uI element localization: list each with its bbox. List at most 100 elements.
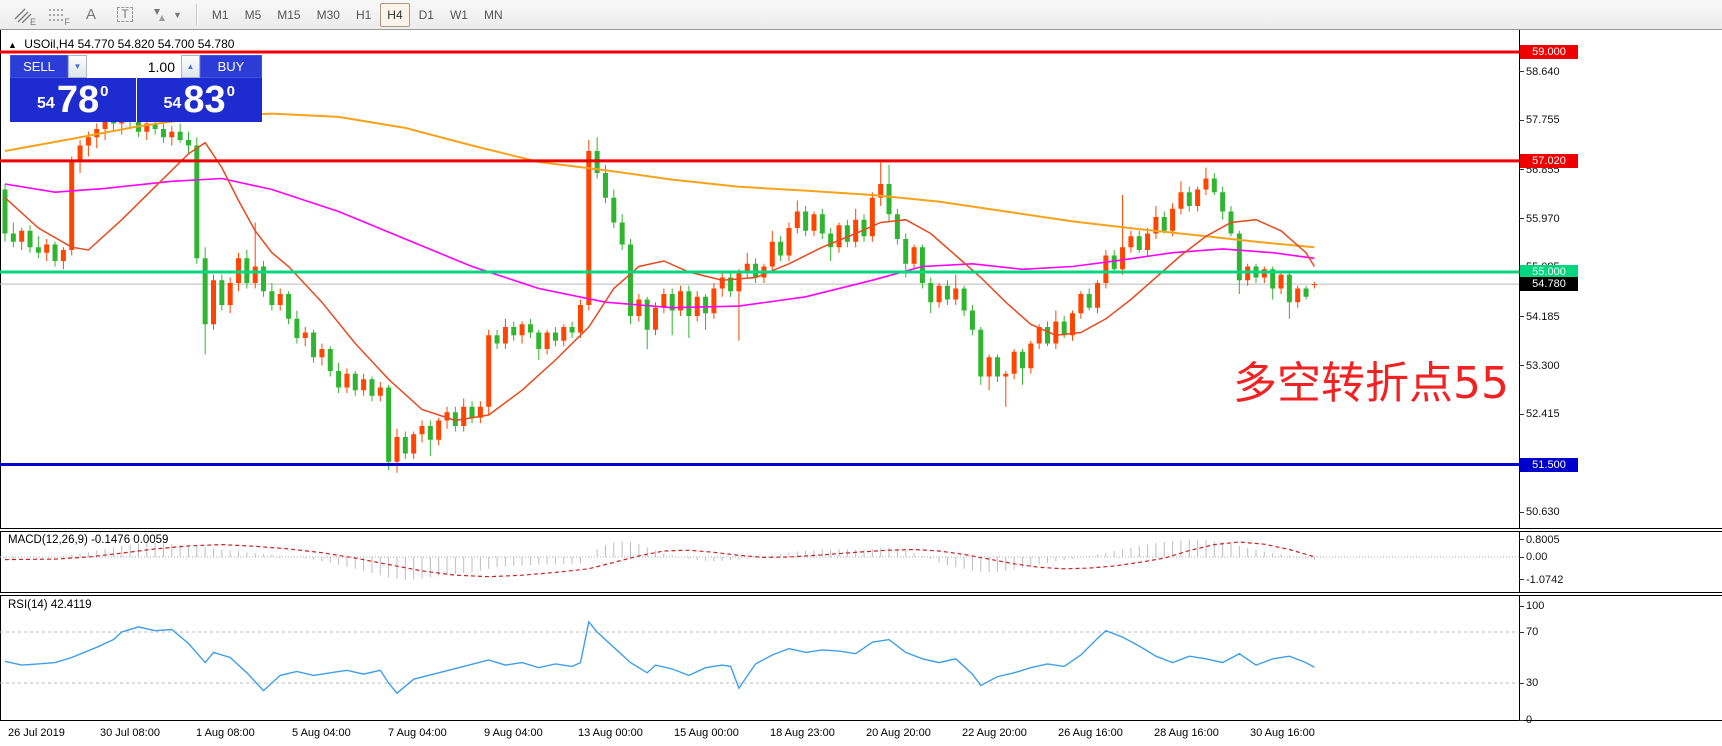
candle-body [586,151,592,305]
volume-increase-button[interactable]: ▲ [181,55,200,78]
candle-body [469,406,475,418]
candle-body [944,285,950,300]
equidistant-channel-tool[interactable]: E [8,3,38,27]
macd-panel-separator[interactable] [0,528,1722,532]
candle-body [744,263,750,272]
candle-body [452,412,458,426]
rsi-tick-mark [1519,720,1524,721]
candle-body [1011,351,1017,374]
candle-body [1161,217,1167,231]
candle-body [1170,208,1176,231]
candle-body [77,145,83,162]
macd-tick-label: 0.00 [1526,551,1548,563]
toolbar-separator [195,3,198,26]
price-tick-label: 55.970 [1526,212,1560,225]
candle-body [1036,327,1042,344]
sell-price-pips: 78 [56,79,100,121]
candle-body [411,434,417,454]
price-tick-label: 58.640 [1526,65,1560,78]
candle-body [886,184,892,215]
time-axis-label: 28 Aug 16:00 [1154,727,1219,739]
candle-body [302,332,308,338]
candle-body [769,241,775,267]
candle-body [436,420,442,440]
candle-body [311,332,317,358]
timeframe-button-M1[interactable]: M1 [211,7,229,22]
candle-body [277,294,283,305]
candle-body [427,426,433,440]
candle-body [661,294,667,308]
candle-body [1145,233,1151,250]
candle-body [786,228,792,256]
candle-body [1220,192,1226,212]
one-click-trading-panel: SELL ▼ ▲ BUY 54 78 0 54 83 0 [10,55,262,122]
collapse-triangle-icon[interactable]: ▲ [8,40,17,50]
candle-body [794,211,800,228]
arrow-tools-button[interactable] [144,3,174,27]
candle-body [577,305,583,333]
fibonacci-icon [49,8,65,21]
time-axis-label: 26 Jul 2019 [8,727,65,739]
candle-body [194,145,200,259]
candle-body [286,294,292,319]
candle-body [477,406,483,418]
candle-body [386,387,392,462]
timeframe-button-D1[interactable]: D1 [418,7,434,22]
candle-body [261,266,267,292]
arrow-tools-dropdown-icon[interactable]: ▼ [173,9,182,20]
candle-body [1070,313,1076,336]
candle-body [527,324,533,333]
candle-body [1311,284,1317,286]
candle-body [10,233,16,242]
candle-body [1178,192,1184,209]
price-tick-mark [1519,218,1524,220]
macd-tick-mark [1519,579,1524,581]
buy-button[interactable]: BUY [200,55,262,78]
macd-tick-mark [1519,556,1524,558]
candle-body [1111,255,1117,270]
time-axis-label: 13 Aug 00:00 [578,727,643,739]
chart-text-annotation[interactable]: 多空转折点55 [1233,358,1509,409]
price-tick-mark [1519,316,1524,318]
candle-body [986,357,992,377]
rsi-tick-mark [1519,606,1524,607]
timeframe-button-M15[interactable]: M15 [277,7,301,22]
time-axis-label: 15 Aug 00:00 [674,727,739,739]
text-label-tool[interactable]: T [110,3,140,27]
candle-body [1095,283,1101,308]
timeframe-button-W1[interactable]: W1 [449,7,468,22]
candle-body [552,332,558,341]
candle-body [611,197,617,223]
time-axis[interactable]: 26 Jul 2019 30 Jul 08:00 1 Aug 08:00 5 Aug … [0,721,1722,746]
sell-price-display[interactable]: 54 78 0 [10,78,137,122]
chart-left-border [0,30,1,721]
candle-body [269,291,275,305]
fibonacci-retracement-tool[interactable]: F [42,3,72,27]
price-tick-mark [1519,511,1524,513]
timeframe-button-MN[interactable]: MN [483,7,503,22]
volume-input[interactable] [87,55,181,78]
timeframe-button-M5[interactable]: M5 [244,7,262,22]
price-badge-54.780: 54.780 [1520,277,1578,292]
timeframe-button-H1[interactable]: H1 [355,7,372,22]
candle-body [869,197,875,237]
candle-body [60,250,66,261]
candle-body [419,426,425,435]
text-label-icon: T [117,7,133,22]
rsi-panel-separator[interactable] [0,592,1722,596]
timeframe-button-H4[interactable]: H4 [380,2,410,27]
buy-price-point: 0 [226,83,235,100]
candle-body [894,214,900,239]
candle-body [1203,178,1209,190]
buy-price-display[interactable]: 54 83 0 [136,78,262,122]
equidistant-channel-icon [14,8,32,23]
timeframe-button-M30[interactable]: M30 [316,7,340,22]
text-tool[interactable]: A [76,3,106,27]
candle-body [644,299,650,330]
volume-decrease-button[interactable]: ▼ [68,55,87,78]
sell-button[interactable]: SELL [10,55,68,78]
candle-body [27,230,33,248]
candle-body [961,288,967,311]
candle-body [69,162,75,250]
